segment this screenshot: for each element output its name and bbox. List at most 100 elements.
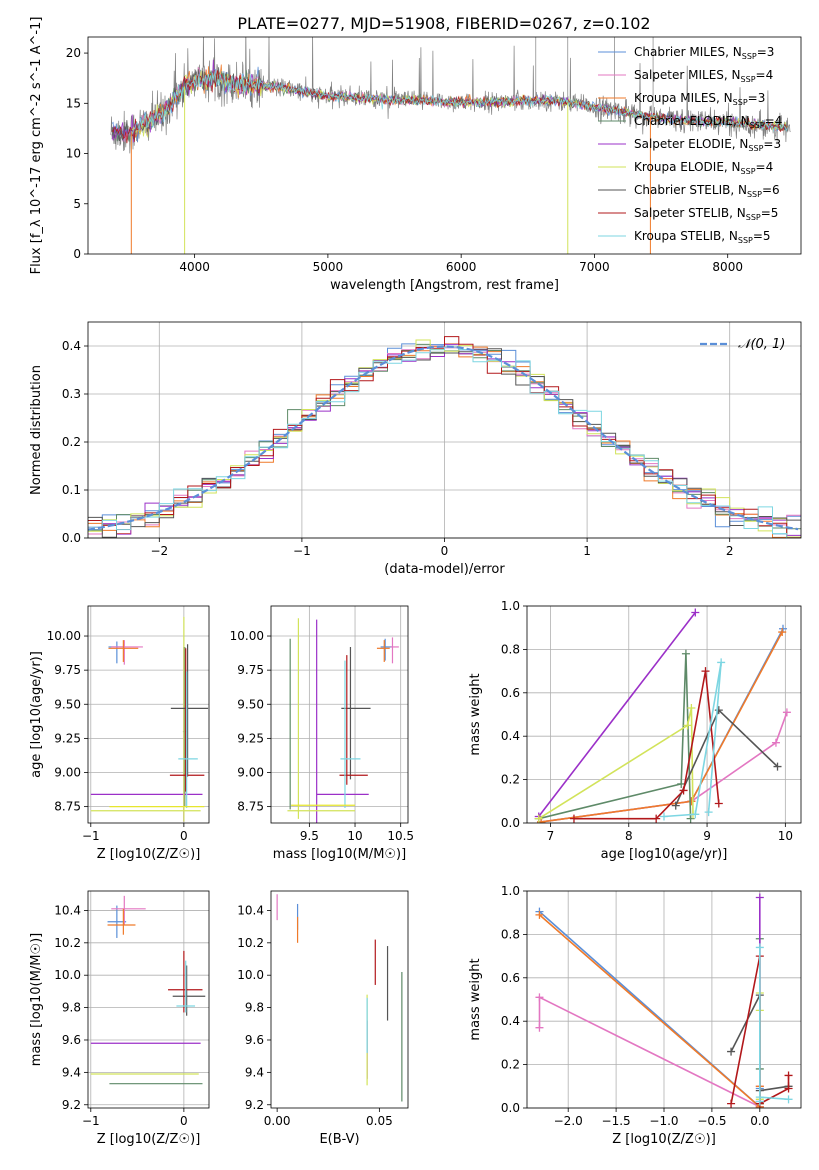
residual-histogram <box>88 346 801 538</box>
weight-series <box>534 608 700 821</box>
tick-marks: −2.0 −1.5 −1.0 −0.5 0.0 0.0 0.2 0.4 0.6 0.8 1.0 <box>501 884 769 1128</box>
x-tick-label: 0.00 <box>264 1114 291 1128</box>
panel-spectrum: 4000 5000 6000 7000 8000 0 5 10 15 20 wavelength [… <box>29 17 802 293</box>
axes-frame <box>87 321 802 539</box>
tick-marks: −1 0 9.2 9.4 9.6 9.8 10.0 10.2 10.4 <box>54 903 187 1128</box>
tick-marks: 7 8 9 10 0.0 0.2 0.4 0.6 0.8 1.0 <box>501 599 793 843</box>
y-tick-label: 9.2 <box>245 1098 264 1112</box>
y-tick-label: 1.0 <box>501 599 520 613</box>
legend-label: Kroupa ELODIE, NSSP=4 <box>634 160 773 176</box>
weight-series <box>671 706 782 810</box>
y-tick-label: 0.0 <box>501 816 520 830</box>
weight-marker <box>660 812 668 821</box>
weight-marker <box>727 1099 736 1108</box>
y-tick-label: 0.3 <box>62 387 81 401</box>
y-tick-label: 1.0 <box>501 884 520 898</box>
y-tick-label: 9.8 <box>245 1001 264 1015</box>
y-tick-label: 5 <box>73 197 81 211</box>
weight-marker <box>714 799 723 808</box>
y-tick-label: 0.4 <box>501 729 520 743</box>
y-tick-label: 10.4 <box>54 903 81 917</box>
errorbar-point <box>390 637 399 664</box>
tick-marks: −1 0 8.75 9.00 9.25 9.50 9.75 10.00 <box>47 629 188 843</box>
y-tick-label: 9.4 <box>62 1065 81 1079</box>
model-line <box>111 59 788 143</box>
y-tick-label: 0.4 <box>62 339 81 353</box>
y-tick-label: 9.00 <box>54 766 81 780</box>
y-tick-label: 8.75 <box>54 800 81 814</box>
x-tick-label: −0.5 <box>697 1114 726 1128</box>
axes-frame <box>87 890 210 1109</box>
panel-age_vs_mass: 9.5 10 10.5 8.75 9.00 9.25 9.50 9.75 10.00 mass [… <box>230 605 414 862</box>
weight-marker <box>717 658 726 667</box>
weight-marker <box>784 1071 793 1080</box>
gaussian-curve <box>88 345 799 531</box>
x-tick-label: −1 <box>293 544 311 558</box>
y-axis-label: Normed distribution <box>29 365 44 495</box>
weight-marker <box>687 703 696 712</box>
legend-label: Chabrier ELODIE, NSSP=4 <box>634 114 782 130</box>
errorbar-point <box>316 619 369 823</box>
y-tick-label: 10.00 <box>47 629 81 643</box>
errorbar-point <box>339 655 368 785</box>
x-axis-label: wavelength [Angstrom, rest frame] <box>330 278 559 293</box>
x-tick-label: 10.5 <box>387 829 414 843</box>
weight-marker <box>534 814 543 823</box>
errorbar-point <box>287 618 356 819</box>
y-tick-label: 10 <box>66 147 81 161</box>
weight-marker <box>784 1095 793 1104</box>
legend-label: Kroupa MILES, NSSP=3 <box>634 91 765 107</box>
x-tick-label: 4000 <box>179 260 210 274</box>
panel-mass_vs_ebv: 0.00 0.05 9.2 9.4 9.6 9.8 10.0 10.2 10.4 E(B-V) <box>237 890 409 1147</box>
weight-marker <box>704 808 713 817</box>
x-tick-label: 9.5 <box>300 829 319 843</box>
weight-marker <box>535 1023 544 1032</box>
weight-marker <box>755 943 764 952</box>
y-tick-label: 9.4 <box>245 1065 264 1079</box>
errorbar-point <box>376 640 390 662</box>
y-tick-label: 10.0 <box>54 968 81 982</box>
y-tick-label: 10.2 <box>54 936 81 950</box>
y-tick-label: 0.2 <box>62 435 81 449</box>
plot-area <box>534 608 791 823</box>
x-axis-label: age [log10(age/yr)] <box>601 847 728 862</box>
y-tick-label: 9.50 <box>54 697 81 711</box>
residual-histogram <box>88 348 801 538</box>
errorbar-point <box>111 895 146 926</box>
weight-line <box>538 612 696 817</box>
weight-marker <box>679 786 688 795</box>
x-axis-label: Z [log10(Z/Z☉)] <box>97 1132 201 1147</box>
y-tick-label: 15 <box>66 96 81 110</box>
y-tick-label: 9.75 <box>54 663 81 677</box>
y-tick-label: 0.4 <box>501 1014 520 1028</box>
x-tick-label: 0.05 <box>366 1114 393 1128</box>
weight-marker <box>755 1093 764 1102</box>
x-axis-label: Z [log10(Z/Z☉)] <box>612 1132 716 1147</box>
y-axis-label: mass weight <box>468 958 483 1040</box>
x-axis-label: (data-model)/error <box>384 562 505 577</box>
weight-marker <box>727 1047 736 1056</box>
model-line <box>130 71 788 142</box>
x-tick-label: 10 <box>347 829 362 843</box>
y-tick-label: 0.8 <box>501 642 520 656</box>
tick-marks: 0.00 0.05 9.2 9.4 9.6 9.8 10.0 10.2 10.4 <box>237 903 392 1128</box>
legend-label: Chabrier MILES, NSSP=3 <box>634 45 774 61</box>
errorbar-point <box>107 908 136 935</box>
legend: 𝒩(0, 1) <box>700 337 785 352</box>
x-tick-label: −1.5 <box>602 1114 631 1128</box>
weight-marker <box>671 801 680 810</box>
y-tick-label: 9.8 <box>62 1001 81 1015</box>
y-tick-label: 0.1 <box>62 483 81 497</box>
weight-marker <box>755 893 764 902</box>
grid-lines <box>271 606 408 823</box>
x-tick-label: 0 <box>180 1114 188 1128</box>
x-tick-label: 8000 <box>712 260 743 274</box>
x-tick-label: −1 <box>82 829 100 843</box>
weight-marker <box>683 721 692 730</box>
x-tick-label: 0 <box>441 544 449 558</box>
x-tick-label: 5000 <box>313 260 344 274</box>
y-tick-label: 0.2 <box>501 773 520 787</box>
weight-marker <box>778 628 787 637</box>
x-axis-label: E(B-V) <box>319 1132 359 1147</box>
x-tick-label: 0 <box>180 829 188 843</box>
